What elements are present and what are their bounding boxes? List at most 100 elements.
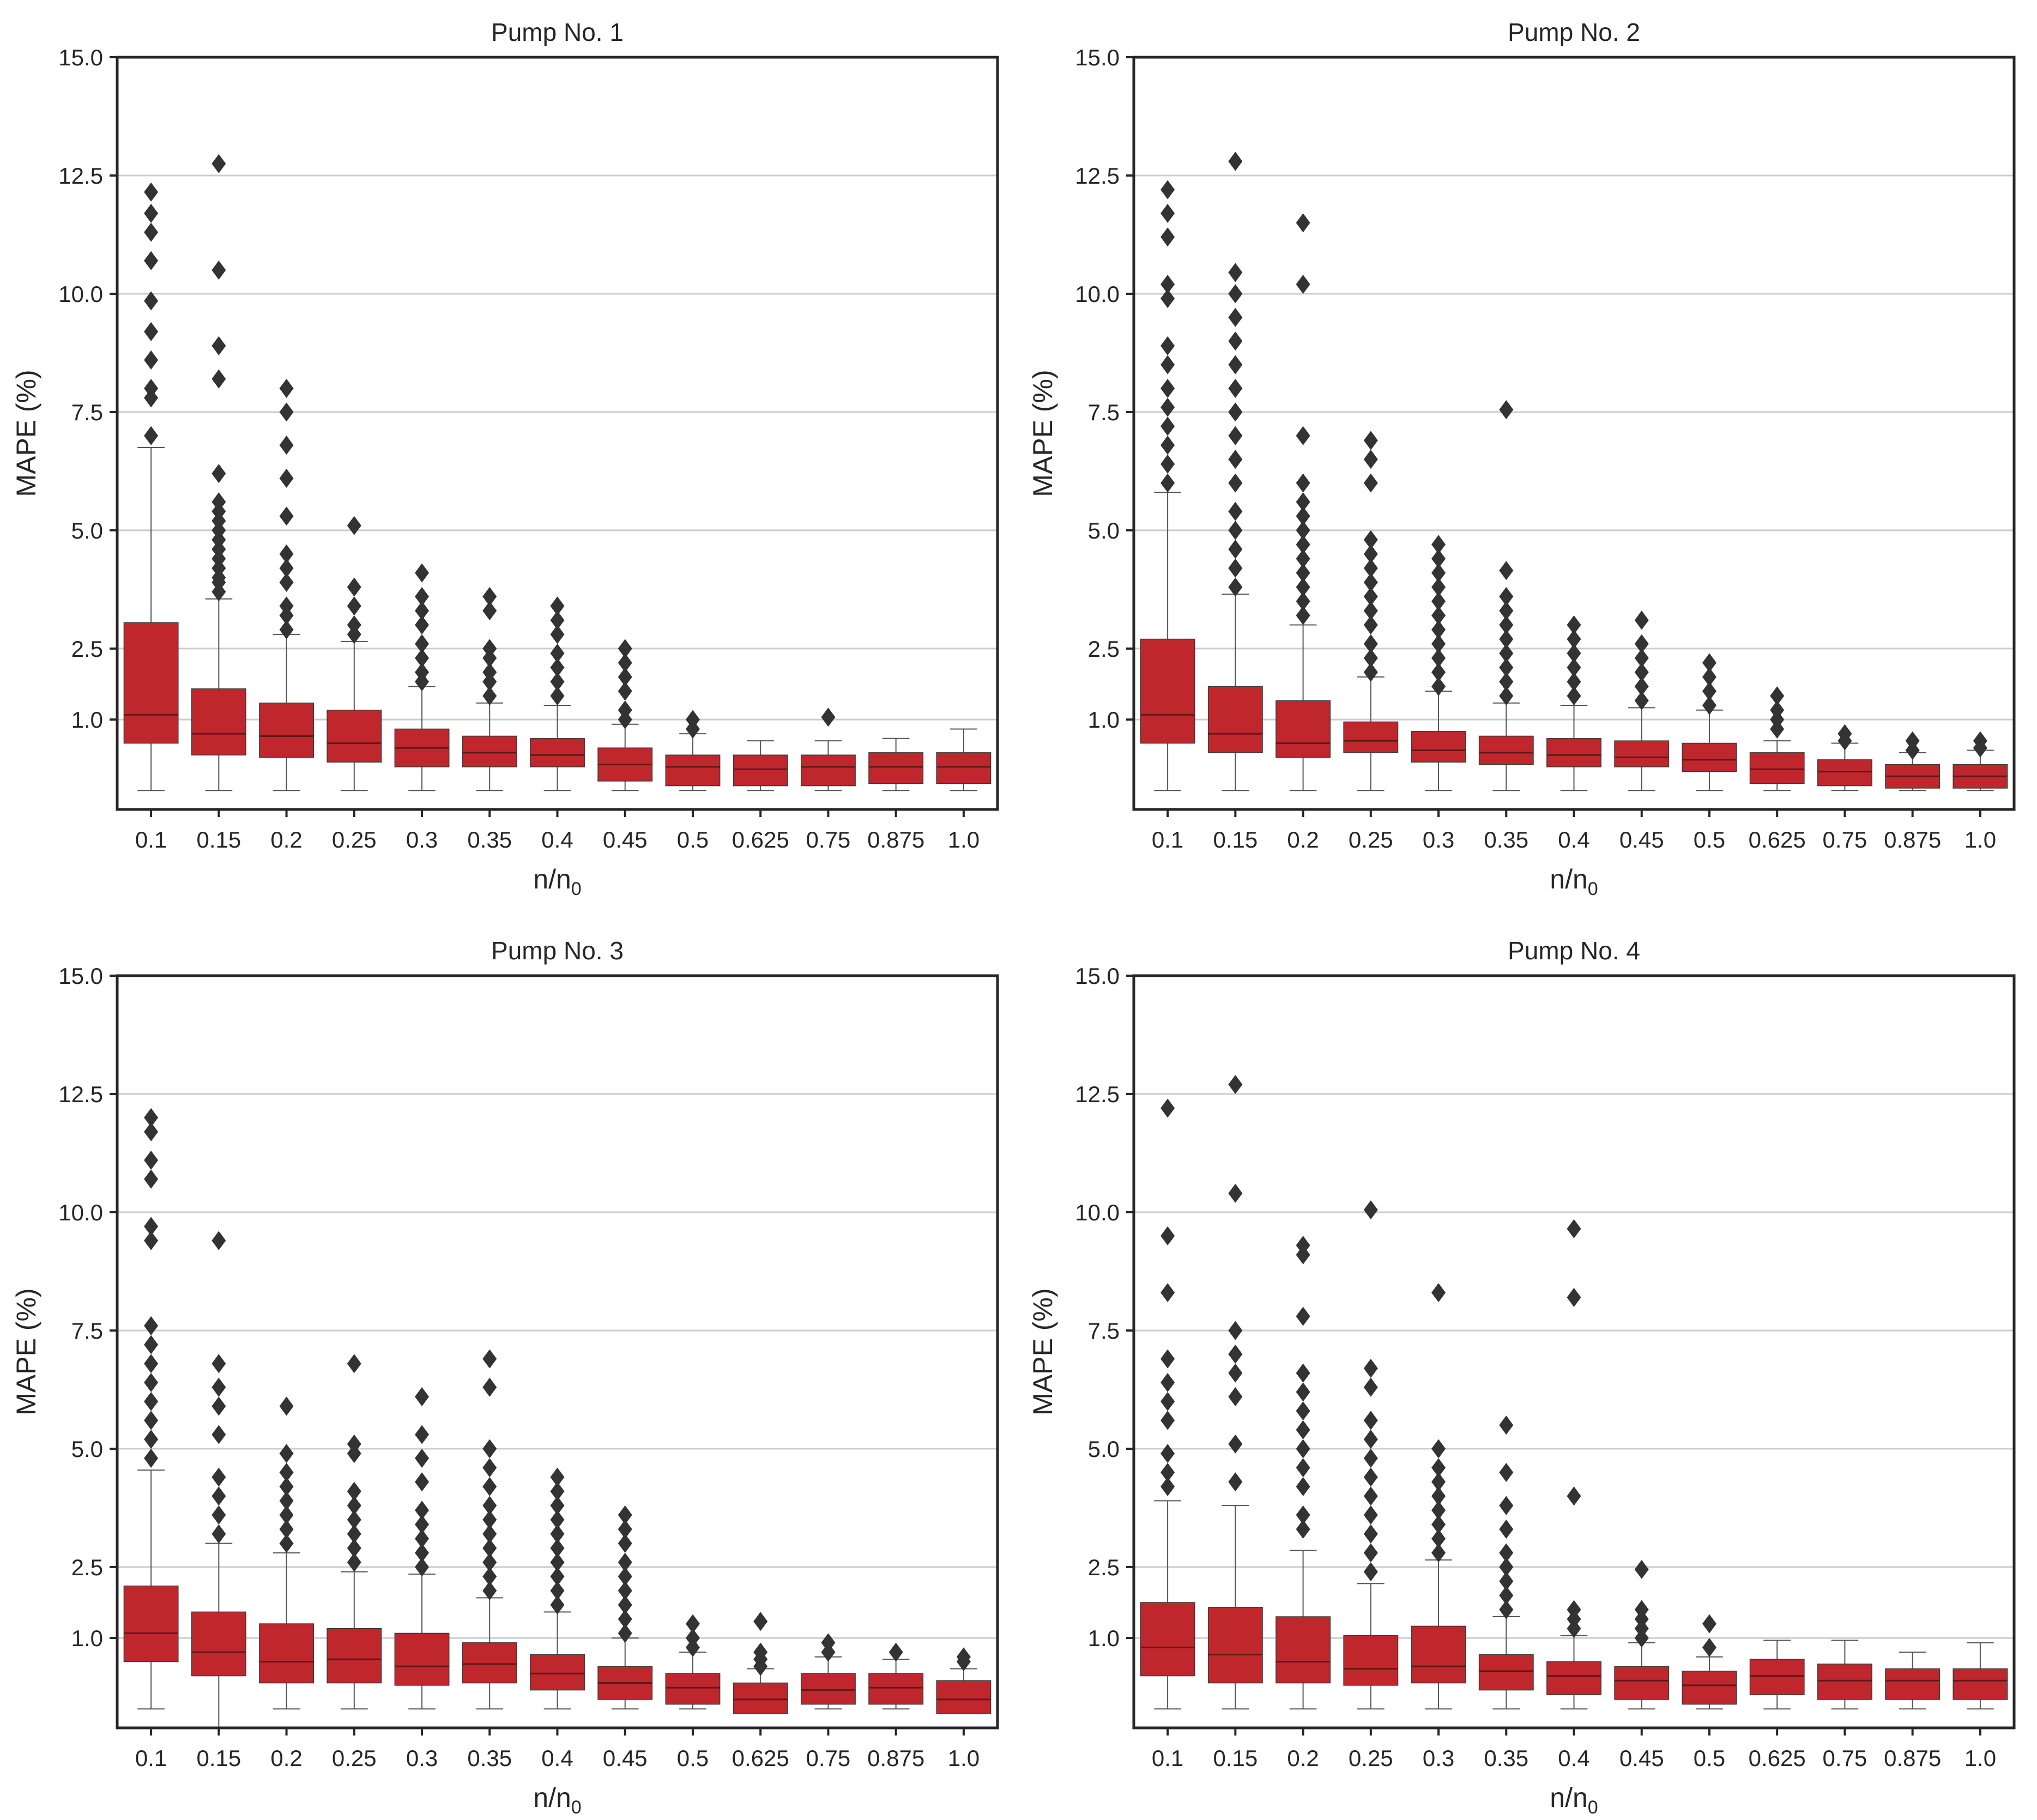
box-1.0 — [1953, 1642, 2008, 1710]
outlier-point — [1363, 615, 1378, 635]
outlier-point — [618, 700, 632, 720]
box-body — [1207, 1606, 1263, 1684]
box-0.25 — [327, 1354, 382, 1710]
outlier-point — [144, 1411, 159, 1430]
box-0.1 — [1140, 1098, 1195, 1710]
outlier-point — [1431, 1486, 1446, 1506]
box-0.4 — [1546, 1219, 1601, 1710]
outlier-point — [1228, 450, 1243, 469]
outlier-point — [1160, 180, 1175, 199]
outlier-point — [144, 1169, 159, 1189]
x-tick-label: 0.4 — [1558, 1745, 1589, 1771]
outlier-point — [347, 1538, 361, 1558]
box-0.625 — [733, 740, 788, 791]
outlier-point — [1431, 1283, 1446, 1303]
x-tick-label: 0.1 — [1152, 1745, 1183, 1771]
outlier-point — [956, 1647, 971, 1667]
outlier-point — [1363, 1411, 1378, 1430]
outlier-point — [1160, 227, 1175, 247]
outlier-point — [1296, 1236, 1310, 1255]
x-tick-label: 0.2 — [1287, 1745, 1319, 1771]
outlier-point — [685, 1628, 700, 1648]
outlier-point — [618, 667, 632, 687]
outlier-point — [347, 1524, 361, 1544]
outlier-point — [550, 1595, 565, 1615]
outlier-point — [482, 1439, 497, 1459]
box-body — [1749, 1659, 1805, 1695]
outlier-point — [1296, 426, 1310, 445]
outlier-point — [1228, 1472, 1243, 1492]
box-0.35 — [462, 586, 517, 791]
outlier-point — [279, 402, 294, 422]
box-body — [259, 702, 315, 758]
outlier-point — [144, 182, 159, 202]
outlier-point — [821, 708, 836, 727]
outlier-point — [1499, 672, 1514, 692]
box-1.0 — [936, 1647, 992, 1714]
box-0.5 — [1682, 653, 1737, 791]
box-0.1 — [1140, 180, 1195, 791]
outlier-point — [144, 1335, 159, 1355]
outlier-point — [550, 1567, 565, 1586]
box-0.75 — [800, 708, 856, 791]
box-body — [1546, 1661, 1601, 1695]
outlier-point — [1363, 1562, 1378, 1582]
outlier-point — [144, 1354, 159, 1374]
outlier-point — [1499, 1586, 1514, 1605]
outlier-point — [618, 639, 632, 658]
outlier-point — [1363, 1486, 1378, 1506]
outlier-point — [1228, 426, 1243, 445]
outlier-point — [1160, 289, 1175, 309]
outlier-point — [1499, 1557, 1514, 1577]
y-tick-label: 7.5 — [71, 400, 103, 425]
y-tick-label: 1.0 — [1088, 707, 1120, 733]
outlier-point — [279, 558, 294, 578]
outlier-point — [144, 1231, 159, 1250]
outlier-point — [1431, 1501, 1446, 1520]
outlier-point — [415, 1515, 430, 1534]
box-body — [665, 754, 721, 787]
box-body — [394, 1632, 450, 1686]
y-tick-label: 10.0 — [1075, 1200, 1120, 1225]
box-0.25 — [1343, 1200, 1399, 1710]
outlier-point — [211, 369, 226, 389]
outlier-point — [1431, 535, 1446, 554]
x-tick-label: 0.875 — [1884, 1745, 1941, 1771]
outlier-point — [279, 1491, 294, 1510]
outlier-point — [1499, 644, 1514, 663]
box-0.875 — [868, 737, 924, 791]
outlier-point — [1567, 1600, 1581, 1619]
outlier-point — [1770, 700, 1785, 720]
box-0.45 — [597, 1505, 653, 1710]
outlier-point — [482, 601, 497, 621]
outlier-point — [550, 658, 565, 678]
outlier-point — [685, 1614, 700, 1634]
outlier-point — [144, 1392, 159, 1411]
outlier-point — [347, 1552, 361, 1572]
plot-frame — [116, 56, 999, 811]
box-0.5 — [665, 1614, 721, 1710]
x-tick-label: 0.75 — [806, 827, 851, 852]
x-tick-label: 0.75 — [1823, 827, 1867, 852]
outlier-point — [1431, 1543, 1446, 1563]
box-0.1 — [123, 1108, 179, 1710]
outlier-point — [211, 1396, 226, 1416]
y-tick-label: 2.5 — [71, 1555, 103, 1580]
box-0.875 — [868, 1642, 924, 1710]
outlier-point — [1567, 615, 1581, 635]
outlier-point — [618, 1595, 632, 1615]
box-0.1 — [123, 182, 179, 791]
outlier-point — [1634, 662, 1649, 682]
outlier-point — [279, 506, 294, 526]
x-tick-label: 1.0 — [948, 827, 980, 852]
outlier-point — [550, 1467, 565, 1487]
outlier-point — [347, 1496, 361, 1515]
outlier-point — [550, 1538, 565, 1558]
outlier-point — [1499, 561, 1514, 581]
outlier-point — [211, 1231, 226, 1250]
box-0.3 — [1411, 535, 1466, 791]
box-body — [1749, 752, 1805, 784]
outlier-point — [1228, 355, 1243, 374]
outlier-point — [1431, 606, 1446, 625]
